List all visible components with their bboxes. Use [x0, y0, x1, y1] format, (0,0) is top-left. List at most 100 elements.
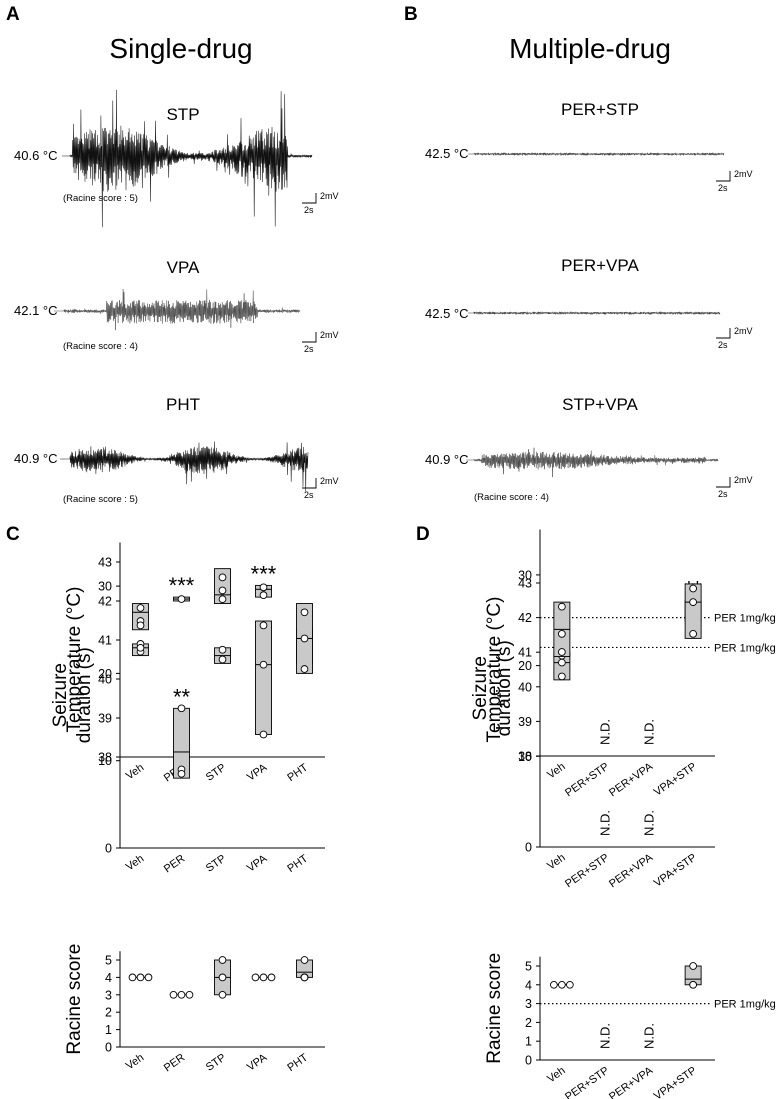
reference-label: PER 1mg/kg: [714, 999, 776, 1011]
y-axis-label: Temperature (°C): [484, 597, 505, 743]
data-point: [558, 658, 566, 667]
trace-vpa: [54, 289, 301, 331]
data-point: [259, 660, 268, 669]
significance-marker: ***: [251, 561, 277, 586]
x-tick-label: VPA: [245, 852, 270, 874]
y-tick-label: 42: [518, 611, 532, 625]
data-point: [136, 643, 145, 652]
not-determined-label: N.D.: [598, 1023, 613, 1049]
racine-score-note: (Racine score : 5): [63, 494, 138, 505]
data-point: [136, 973, 145, 982]
x-tick-label: PER+STP: [563, 761, 611, 800]
box: [255, 620, 272, 735]
heading-single-drug: Single-drug: [109, 33, 252, 64]
trace-label: STP: [166, 105, 199, 124]
not-determined-label: N.D.: [641, 810, 656, 836]
svg-text:2s: 2s: [304, 205, 314, 215]
chart-C-dur: 0 10 20 30 Seizure duration (s) Veh PER STP VPA PH…: [50, 542, 325, 875]
data-point: [689, 980, 697, 989]
svg-text:2mV: 2mV: [734, 475, 753, 485]
data-point: [300, 634, 309, 643]
y-tick-label: 2: [525, 1016, 532, 1030]
svg-text:2s: 2s: [718, 340, 728, 350]
trace-temp: 42.1 °C: [14, 303, 58, 318]
eeg-traces: [54, 89, 725, 492]
data-point: [218, 990, 227, 999]
svg-text:2mV: 2mV: [320, 330, 339, 340]
data-point: [177, 595, 186, 603]
trace-temp: 40.9 °C: [425, 452, 469, 467]
x-tick-label: PHT: [285, 1051, 310, 1074]
y-tick-label: 43: [518, 577, 532, 591]
trace-temp: 42.5 °C: [425, 306, 469, 321]
data-point: [558, 672, 566, 681]
data-point: [218, 595, 227, 604]
y-tick-label: 40: [518, 680, 532, 694]
data-point: [136, 604, 145, 612]
data-point: [689, 630, 697, 638]
trace-stp: [62, 89, 313, 228]
svg-text:2s: 2s: [718, 489, 728, 499]
x-tick-label: PHT: [285, 761, 310, 784]
scale-bar: 2mV 2s: [302, 476, 339, 500]
chart-D-score: 0 1 2 3 4 5 Racine score VehPER+STPPER+VPAVPA+S…: [484, 953, 776, 1099]
data-point: [177, 704, 186, 713]
box: [132, 603, 149, 631]
trace-temp: 40.9 °C: [14, 451, 58, 466]
data-point: [566, 980, 574, 989]
data-point: [259, 730, 268, 739]
data-point: [300, 608, 309, 617]
y-tick-label: 30: [518, 568, 532, 582]
y-tick-label: 1: [105, 1023, 112, 1037]
data-point: [689, 598, 697, 606]
data-point: [169, 990, 178, 999]
scale-bar: 2mV 2s: [302, 191, 339, 215]
data-point: [128, 973, 137, 982]
data-point: [218, 956, 227, 964]
data-point: [177, 769, 186, 778]
data-point: [144, 973, 153, 982]
y-axis-label: Seizure duration (s): [50, 647, 95, 743]
trace-temp: 40.6 °C: [14, 148, 58, 163]
data-point: [267, 973, 276, 982]
x-tick-label: PER+VPA: [607, 1064, 656, 1099]
y-tick-label: 1: [525, 1035, 532, 1049]
data-point: [177, 990, 186, 999]
y-tick-label: 0: [105, 842, 112, 856]
y-tick-label: 4: [525, 978, 532, 992]
scale-bar: 2mV 2s: [716, 326, 753, 350]
data-point: [218, 973, 227, 982]
x-tick-label: VPA+STP: [652, 1065, 699, 1099]
y-tick-label: 3: [525, 997, 532, 1011]
trace-per-stp: [468, 151, 725, 157]
racine-score-note: (Racine score : 5): [63, 193, 138, 204]
data-point: [300, 973, 309, 982]
x-tick-label: PHT: [285, 852, 310, 875]
trace-per-vpa: [468, 310, 721, 316]
data-point: [300, 956, 309, 964]
scale-bar: 2mV 2s: [302, 330, 339, 354]
trace-stp-vpa: [466, 447, 719, 478]
y-tick-label: 39: [518, 715, 532, 729]
svg-text:2s: 2s: [304, 490, 314, 500]
y-tick-label: 41: [518, 646, 532, 660]
x-tick-label: Veh: [545, 1065, 567, 1086]
y-tick-label: 0: [525, 841, 532, 855]
x-tick-label: Veh: [124, 1052, 146, 1073]
heading-multiple-drug: Multiple-drug: [509, 33, 671, 64]
not-determined-label: N.D.: [598, 719, 613, 745]
trace-label: PER+STP: [561, 100, 639, 119]
y-tick-label: 0: [105, 1041, 112, 1055]
panel-letter-a: A: [6, 4, 20, 25]
x-tick-label: STP: [204, 762, 228, 784]
svg-text:2mV: 2mV: [734, 326, 753, 336]
data-point: [218, 645, 227, 654]
trace-label: VPA: [167, 258, 200, 277]
svg-text:2s: 2s: [718, 183, 728, 193]
not-determined-label: N.D.: [641, 1023, 656, 1049]
data-point: [558, 602, 566, 611]
svg-text:2mV: 2mV: [320, 476, 339, 486]
